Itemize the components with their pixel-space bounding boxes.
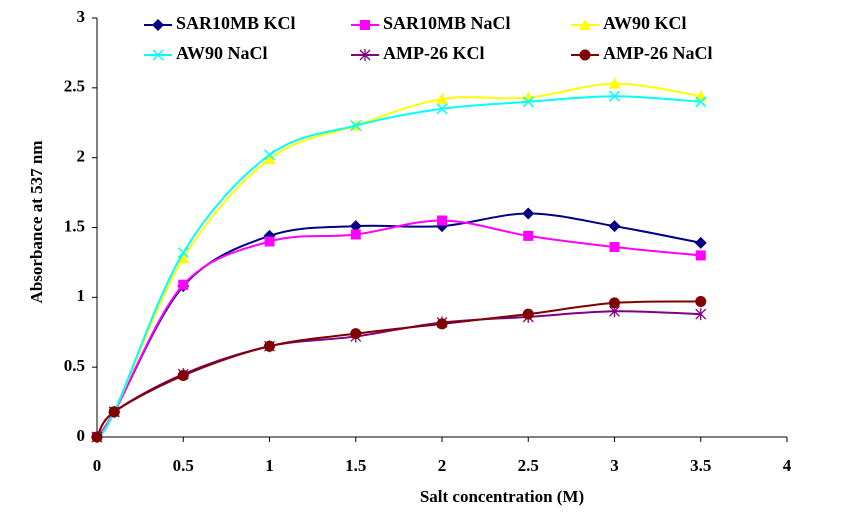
marker: [177, 370, 189, 382]
marker: [694, 236, 707, 249]
marker: [350, 229, 361, 240]
marker: [108, 406, 120, 418]
legend-label: AW90 NaCl: [176, 43, 268, 63]
series: [91, 90, 707, 443]
marker: [608, 90, 621, 102]
series: [91, 296, 707, 443]
legend-label: AW90 KCl: [603, 13, 687, 33]
marker: [264, 236, 275, 247]
legend-item: AMP-26 KCl: [351, 43, 484, 63]
marker: [360, 20, 370, 30]
marker: [522, 96, 534, 108]
marker: [579, 49, 591, 61]
marker: [91, 431, 103, 443]
x-tick-label: 2: [438, 456, 447, 475]
x-tick-label: 0: [93, 456, 102, 475]
marker: [152, 19, 164, 31]
x-tick-label: 1: [265, 456, 274, 475]
x-tick-label: 3.5: [690, 456, 711, 475]
marker: [178, 279, 189, 290]
x-tick-label: 0.5: [173, 456, 194, 475]
y-tick-label: 0.5: [64, 356, 85, 375]
legend-item: AMP-26 NaCl: [571, 43, 712, 63]
x-tick-label: 4: [783, 456, 792, 475]
marker: [263, 149, 276, 161]
marker: [177, 252, 190, 264]
legend-item: AW90 KCl: [571, 13, 687, 33]
y-tick-label: 3: [77, 7, 86, 26]
marker: [359, 49, 371, 61]
legend-item: AW90 NaCl: [144, 43, 268, 63]
legend-label: AMP-26 NaCl: [603, 43, 712, 63]
marker: [522, 207, 535, 220]
legend-label: SAR10MB KCl: [176, 13, 296, 33]
y-tick-label: 1: [77, 286, 86, 305]
marker: [609, 242, 620, 253]
marker: [437, 215, 447, 226]
x-tick-label: 3: [610, 456, 619, 475]
y-tick-label: 2.5: [64, 77, 85, 96]
x-tick-label: 2.5: [518, 456, 539, 475]
marker: [263, 153, 276, 165]
marker: [152, 49, 164, 61]
marker: [695, 250, 706, 261]
marker: [523, 230, 534, 241]
marker: [436, 103, 448, 115]
x-tick-label: 1.5: [345, 456, 366, 475]
legend-label: AMP-26 KCl: [383, 43, 484, 63]
marker: [522, 308, 534, 320]
y-tick-label: 0: [77, 426, 86, 445]
marker: [695, 96, 707, 108]
y-tick-label: 2: [77, 147, 86, 166]
marker: [436, 93, 448, 105]
marker: [609, 297, 620, 309]
legend-item: SAR10MB NaCl: [351, 13, 511, 33]
marker: [350, 328, 362, 340]
x-axis-label: Salt concentration (M): [420, 487, 584, 506]
marker: [579, 19, 591, 30]
marker: [177, 247, 189, 259]
marker: [349, 220, 362, 233]
marker: [695, 296, 707, 308]
marker: [264, 340, 275, 352]
marker: [608, 77, 621, 89]
series-line: [96, 95, 701, 438]
marker: [436, 318, 448, 330]
marker: [608, 220, 621, 233]
legend-item: SAR10MB KCl: [144, 13, 296, 33]
series: [91, 77, 707, 442]
y-tick-label: 1.5: [64, 216, 85, 235]
marker: [695, 308, 707, 321]
marker: [350, 120, 362, 132]
y-axis-label: Absorbance at 537 nm: [27, 141, 46, 304]
legend-label: SAR10MB NaCl: [383, 13, 511, 33]
